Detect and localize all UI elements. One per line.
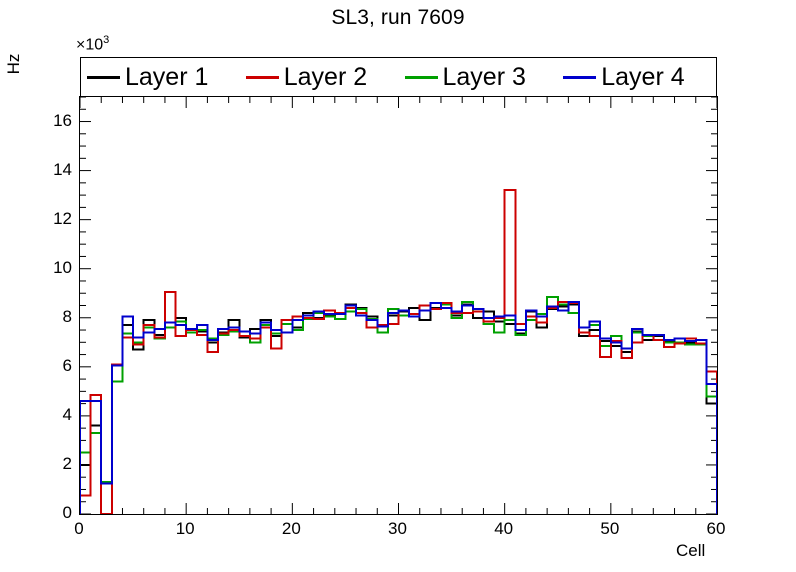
legend-entry-1[interactable]: Layer 1 — [81, 62, 240, 91]
y-tick-label: 6 — [62, 355, 72, 375]
y-tick-label: 14 — [53, 159, 72, 179]
plot-frame — [79, 96, 718, 515]
y-axis-exponent-base: ×10 — [76, 36, 104, 54]
legend-label: Layer 4 — [601, 62, 685, 91]
y-tick-label: 12 — [53, 208, 72, 228]
x-tick-label: 0 — [74, 519, 84, 538]
x-tick-label: 60 — [706, 519, 726, 538]
y-tick-label: 4 — [62, 404, 72, 424]
x-tick-label: 20 — [281, 519, 301, 538]
x-tick-label: 30 — [388, 519, 407, 538]
y-tick-label: 0 — [62, 503, 72, 522]
series-line-layer-2 — [80, 189, 717, 514]
page-title: SL3, run 7609 — [331, 6, 465, 29]
y-axis-exponent: ×103 — [76, 34, 109, 54]
x-tick-label: 10 — [175, 519, 195, 538]
legend-entry-3[interactable]: Layer 3 — [399, 62, 558, 91]
legend-entry-2[interactable]: Layer 2 — [240, 62, 399, 91]
x-axis-label: Cell — [676, 541, 706, 560]
legend-swatch-icon — [563, 75, 597, 79]
y-axis-exponent-power: 3 — [103, 34, 110, 46]
x-tick-label: 40 — [494, 519, 514, 538]
legend-label: Layer 2 — [283, 62, 368, 91]
x-tick-label: 50 — [600, 519, 620, 538]
legend-swatch-icon — [245, 75, 279, 79]
series-line-layer-3 — [80, 295, 717, 514]
y-tick-label: 8 — [62, 306, 72, 326]
y-tick-label: 10 — [53, 257, 72, 277]
legend-label: Layer 1 — [125, 62, 209, 91]
plot-area — [80, 97, 717, 514]
y-tick-label: 2 — [62, 453, 72, 473]
series-line-layer-4 — [80, 300, 717, 514]
legend-swatch-icon — [87, 75, 120, 79]
legend: Layer 1 Layer 2 Layer 3 Layer 4 — [80, 57, 717, 97]
y-axis-label: Hz — [4, 53, 23, 75]
y-tick-label: 16 — [53, 110, 72, 130]
legend-entry-4[interactable]: Layer 4 — [557, 62, 716, 91]
legend-swatch-icon — [404, 75, 438, 79]
legend-label: Layer 3 — [442, 62, 526, 91]
